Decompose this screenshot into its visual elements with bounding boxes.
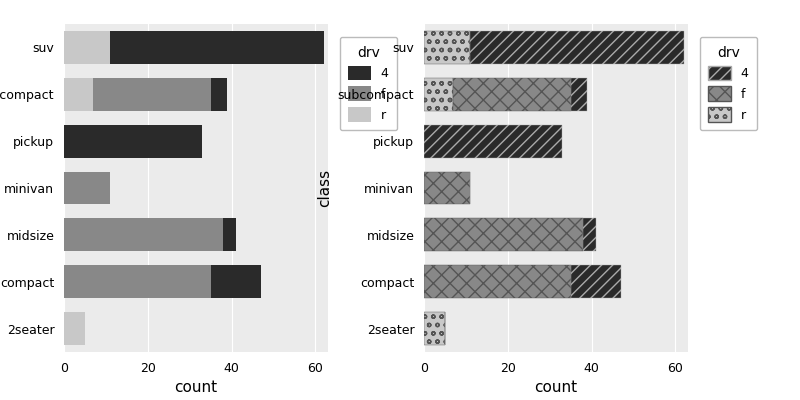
Bar — [110, 31, 324, 64]
Legend: 4, f, r: 4, f, r — [699, 37, 758, 130]
Bar — [223, 218, 236, 251]
Bar — [570, 265, 621, 298]
Bar — [210, 78, 227, 111]
Bar — [64, 218, 223, 251]
Bar — [424, 172, 470, 204]
X-axis label: count: count — [174, 380, 218, 395]
Bar — [570, 78, 587, 111]
Y-axis label: class: class — [318, 169, 332, 207]
Bar — [64, 125, 202, 158]
Bar — [424, 265, 570, 298]
Bar — [424, 125, 562, 158]
Bar — [64, 78, 94, 111]
Bar — [64, 265, 210, 298]
Bar — [424, 31, 470, 64]
Bar — [64, 172, 110, 204]
Bar — [424, 312, 445, 345]
Bar — [424, 78, 454, 111]
Bar — [64, 312, 85, 345]
Bar — [583, 218, 596, 251]
X-axis label: count: count — [534, 380, 578, 395]
Bar — [94, 78, 210, 111]
Bar — [210, 265, 261, 298]
Bar — [470, 31, 684, 64]
Bar — [64, 31, 110, 64]
Bar — [424, 218, 583, 251]
Legend: 4, f, r: 4, f, r — [339, 37, 398, 130]
Bar — [454, 78, 570, 111]
